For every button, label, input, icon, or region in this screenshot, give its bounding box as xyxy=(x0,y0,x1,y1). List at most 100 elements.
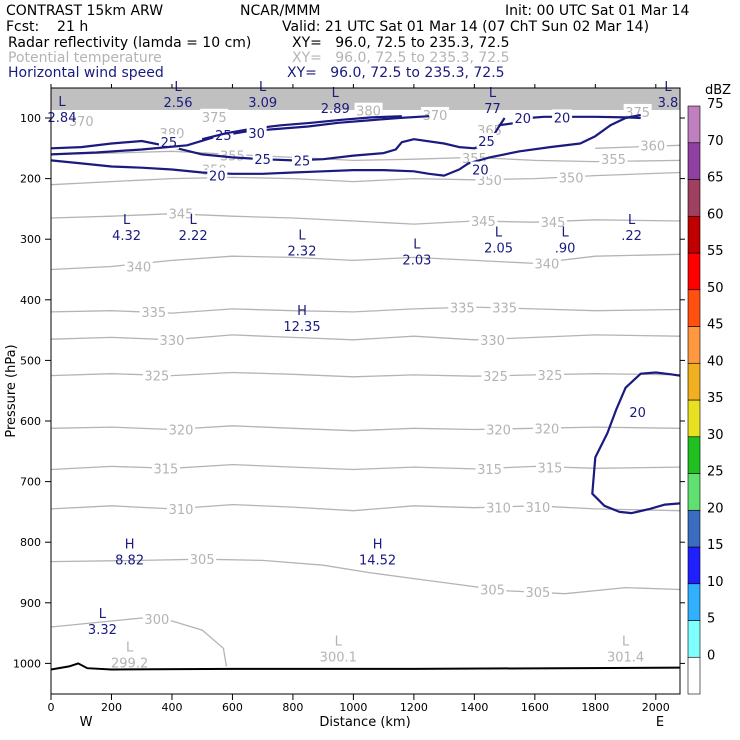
colorbar-level-label: 65 xyxy=(707,171,724,186)
theta-label-315-bg xyxy=(535,459,564,475)
x-tick-label: 1200 xyxy=(400,701,428,714)
wind-label-20-bg xyxy=(552,109,573,125)
extremum-L-marker: L xyxy=(495,225,503,240)
extremum-value: 3.32 xyxy=(88,623,117,638)
init-time: Init: 00 UTC Sat 01 Mar 14 xyxy=(505,3,690,19)
theta-label-325-bg xyxy=(142,367,171,383)
colorbar-swatch xyxy=(687,436,701,474)
extremum-L-marker: L xyxy=(298,228,306,243)
x-tick-label: 400 xyxy=(161,701,182,714)
theta-label-345-bg xyxy=(538,214,567,230)
extremum-L-marker: L xyxy=(561,225,569,240)
x-tick-label: 1800 xyxy=(581,701,609,714)
theta-label-315: 315 xyxy=(477,463,502,478)
y-tick-label: 1000 xyxy=(13,657,41,670)
colorbar-swatch xyxy=(687,326,701,364)
wind-label-20-bg xyxy=(627,403,648,419)
colorbar-level-label: 45 xyxy=(707,318,724,333)
wind-label-25: 25 xyxy=(478,135,495,150)
extremum-value: 299.2 xyxy=(111,656,148,671)
wind-label-20: 20 xyxy=(629,406,646,421)
y-tick-label: 200 xyxy=(20,173,41,186)
theta-label-345-bg xyxy=(167,205,196,221)
theta-label-355-bg xyxy=(599,151,628,167)
theta-label-350-bg xyxy=(557,169,586,185)
theta-label-335-bg xyxy=(490,299,519,315)
theta-label-310: 310 xyxy=(169,503,194,518)
field-name-theta: Potential temperature xyxy=(8,50,162,66)
theta-label-320-bg xyxy=(532,420,561,436)
extremum-value: 300.1 xyxy=(320,650,357,665)
x-axis-label: Distance (km) xyxy=(319,715,410,730)
colorbar-swatch xyxy=(687,473,701,511)
theta-label-340: 340 xyxy=(126,260,151,275)
theta-label-310-bg xyxy=(523,499,552,515)
colorbar-swatch xyxy=(687,620,701,658)
extremum-L-marker: L xyxy=(190,213,198,228)
theta-label-345: 345 xyxy=(541,216,566,231)
colorbar-swatch xyxy=(687,215,701,254)
theta-label-380: 380 xyxy=(356,105,381,120)
extremum-L-marker: L xyxy=(259,80,267,95)
x-tick-label: 2000 xyxy=(642,701,670,714)
theta-label-340-bg xyxy=(124,258,153,274)
extremum-value: 3.8 xyxy=(658,96,679,111)
extremum-value: 2.56 xyxy=(164,96,193,111)
x-tick-label: 1600 xyxy=(521,701,549,714)
extremum-H-marker: H xyxy=(125,537,135,552)
colorbar-swatch xyxy=(687,656,701,695)
y-tick-label: 700 xyxy=(20,476,41,489)
theta-label-325: 325 xyxy=(483,370,508,385)
extremum-value: 2.05 xyxy=(484,241,513,256)
extremum-value: 3.09 xyxy=(248,96,277,111)
theta-label-335-bg xyxy=(139,303,168,319)
wind-label-25-bg xyxy=(252,151,273,167)
colorbar-unit: dBZ xyxy=(705,83,731,98)
theta-label-335: 335 xyxy=(492,302,517,317)
extremum-value: .22 xyxy=(621,229,642,244)
extremum-value: 2.22 xyxy=(179,229,208,244)
colorbar-swatch xyxy=(687,362,701,401)
theta-label-325: 325 xyxy=(538,369,563,384)
y-tick-label: 600 xyxy=(20,415,41,428)
x-tick-label: 1400 xyxy=(460,701,488,714)
theta-label-315-bg xyxy=(475,460,504,476)
theta-label-370-bg xyxy=(421,106,450,122)
field-xy-wind: XY= 96.0, 72.5 to 235.3, 72.5 xyxy=(287,65,505,81)
theta-label-305-bg xyxy=(188,551,217,567)
wind-label-30-bg xyxy=(246,125,267,141)
surface-line xyxy=(51,662,680,671)
extremum-L-marker: L xyxy=(622,634,630,649)
wind-label-20-bg xyxy=(470,161,491,177)
colorbar-level-label: 20 xyxy=(707,501,724,516)
theta-label-360-bg xyxy=(638,137,667,153)
y-tick-label: 500 xyxy=(20,354,41,367)
wind-label-20-bg xyxy=(207,167,228,183)
upper-theta-band xyxy=(51,88,680,110)
field-xy-reflectivity: XY= 96.0, 72.5 to 235.3, 72.5 xyxy=(292,35,510,51)
colorbar-level-label: 35 xyxy=(707,391,724,406)
colorbar-level-label: 25 xyxy=(707,465,724,480)
theta-label-325: 325 xyxy=(144,370,169,385)
colorbar-swatch xyxy=(687,179,701,217)
theta-label-310-bg xyxy=(484,499,513,515)
x-tick-label: 0 xyxy=(48,701,55,714)
extremum-L-marker: L xyxy=(628,213,636,228)
extremum-L-marker: L xyxy=(335,634,343,649)
theta-label-305: 305 xyxy=(190,553,215,568)
extremum-L-marker: L xyxy=(123,213,131,228)
wind-label-20: 20 xyxy=(514,112,531,127)
x-tick-label: 600 xyxy=(222,701,243,714)
colorbar: 0 5 10 15 20 25 30 35 40 45 50 55 60 65 70 75 xyxy=(687,97,724,695)
extremum-L-marker: L xyxy=(99,607,107,622)
extremum-value: 2.03 xyxy=(402,253,431,268)
colorbar-swatch xyxy=(687,289,701,327)
wind-label-25-bg xyxy=(476,133,497,149)
model-title: CONTRAST 15km ARW xyxy=(6,3,164,19)
theta-label-345: 345 xyxy=(471,215,496,230)
extremum-H-marker: H xyxy=(373,537,383,552)
theta-label-325-bg xyxy=(481,368,510,384)
x-tick-label: 1000 xyxy=(339,701,367,714)
theta-label-330-bg xyxy=(478,331,507,347)
